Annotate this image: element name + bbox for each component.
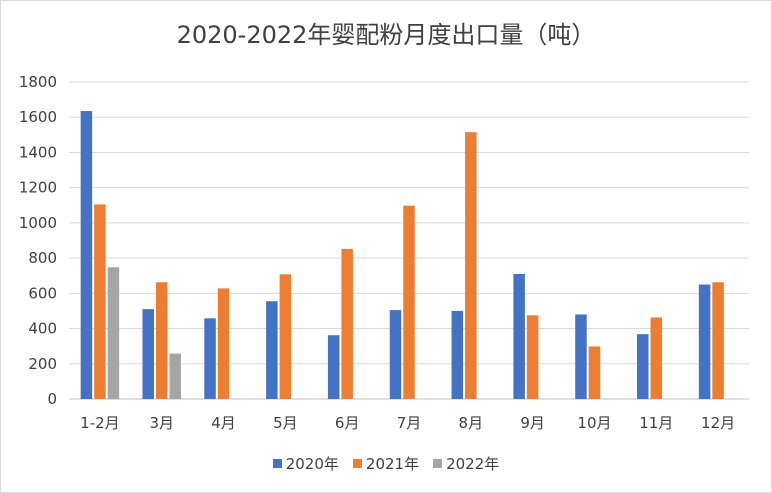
bar-2020年-9月 (513, 273, 525, 399)
y-tick-label: 600 (28, 284, 57, 302)
bar-2020年-11月 (637, 334, 649, 399)
chart-legend: 2020年 2021年 2022年 (1, 453, 771, 474)
bar-2021年-6月 (341, 248, 353, 399)
x-tick-label: 3月 (149, 414, 174, 432)
bar-2021年-5月 (279, 274, 292, 399)
y-tick-label: 1000 (19, 214, 57, 232)
y-tick-label: 800 (28, 249, 57, 267)
legend-label: 2021年 (365, 455, 420, 473)
legend-label: 2022年 (446, 455, 500, 473)
x-tick-label: 11月 (639, 414, 673, 432)
y-tick-label: 1800 (19, 73, 57, 91)
bar-2021年-3月 (155, 282, 168, 399)
x-tick-label: 5月 (273, 414, 298, 432)
x-tick-label: 12月 (701, 414, 735, 432)
legend-item: 2021年 (352, 453, 420, 474)
y-tick-label: 1200 (19, 179, 57, 197)
bar-2021年-9月 (526, 315, 539, 399)
x-tick-label: 9月 (520, 414, 545, 432)
bar-2020年-7月 (389, 310, 402, 399)
bar-2021年-10月 (588, 346, 601, 399)
bar-2020年-5月 (266, 301, 278, 399)
x-tick-label: 10月 (577, 414, 611, 432)
y-tick-label: 0 (47, 390, 57, 408)
bar-2021年-11月 (650, 317, 663, 399)
legend-swatch (433, 459, 443, 468)
legend-item: 2020年 (272, 453, 339, 474)
legend-swatch (352, 459, 362, 468)
bar-2021年-1-2月 (94, 204, 106, 399)
x-tick-label: 1-2月 (80, 414, 120, 432)
bar-2022年-1-2月 (107, 267, 120, 399)
bar-2020年-1-2月 (80, 111, 93, 399)
bar-2020年-8月 (451, 310, 464, 399)
x-tick-label: 6月 (335, 414, 360, 432)
y-tick-label: 1600 (19, 108, 57, 126)
chart-title: 2020-2022年婴配粉月度出口量（吨） (176, 21, 596, 49)
bar-2021年-7月 (403, 205, 415, 399)
x-tick-label: 8月 (459, 414, 484, 432)
bar-2020年-10月 (575, 314, 587, 399)
bar-2021年-12月 (712, 282, 724, 399)
y-tick-label: 1400 (19, 143, 57, 161)
y-tick-label: 200 (28, 355, 57, 373)
legend-item: 2022年 (433, 453, 499, 474)
bar-2020年-6月 (327, 335, 340, 399)
bar-2022年-3月 (169, 353, 181, 399)
bar-2020年-3月 (142, 309, 154, 399)
bar-2021年-8月 (465, 132, 477, 400)
bar-2020年-4月 (204, 318, 216, 399)
legend-swatch (272, 459, 282, 468)
bar-2021年-4月 (217, 288, 230, 399)
x-tick-label: 4月 (211, 414, 236, 432)
legend-label: 2020年 (285, 455, 339, 473)
bar-2020年-12月 (698, 284, 711, 399)
x-tick-label: 7月 (397, 414, 422, 432)
y-tick-label: 400 (28, 320, 57, 338)
